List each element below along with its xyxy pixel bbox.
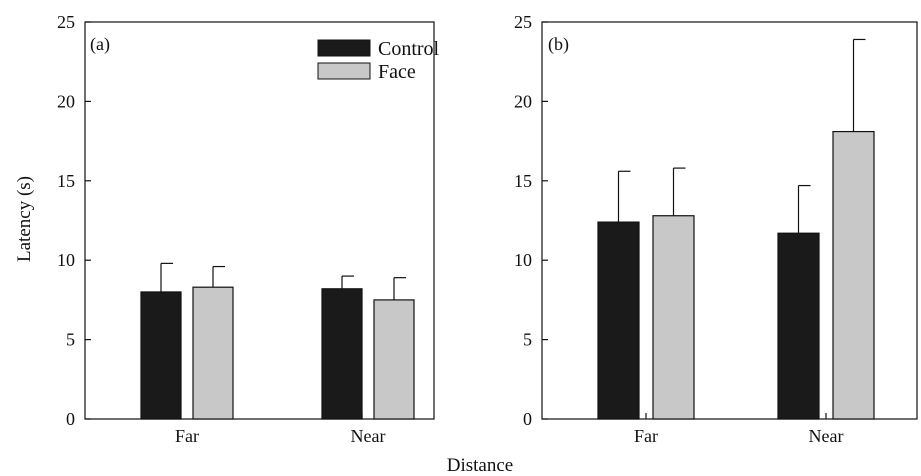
y-axis-title: Latency (s) — [14, 176, 35, 262]
legend-swatch-control — [317, 39, 371, 57]
bar-control-near — [321, 288, 363, 420]
legend-swatch-face — [317, 62, 371, 80]
bar-face-near — [373, 299, 415, 420]
x-axis-title: Distance — [447, 455, 513, 476]
x-tick-label: Near — [351, 426, 386, 446]
y-tick-label: 15 — [57, 171, 75, 191]
y-tick-label: 5 — [523, 330, 532, 350]
panel-a: (a) 0 5 10 15 20 25 Far Near Control Face — [57, 12, 440, 446]
bar-face-near — [832, 130, 875, 420]
y-tick-label: 20 — [514, 91, 532, 111]
y-tick-label: 0 — [523, 409, 532, 429]
y-tick-label: 5 — [66, 330, 75, 350]
bar-face-far — [652, 215, 695, 420]
legend-label-control: Control — [378, 38, 440, 60]
panel-a-label: (a) — [90, 34, 110, 55]
bar-face-far — [192, 286, 234, 420]
x-tick-label: Near — [809, 426, 844, 446]
y-tick-label: 20 — [57, 91, 75, 111]
bar-control-far — [140, 291, 182, 420]
y-tick-label: 10 — [514, 250, 532, 270]
panel-b-frame — [541, 21, 918, 420]
panel-a-frame — [84, 21, 435, 420]
legend-label-face: Face — [378, 61, 416, 83]
x-tick-label: Far — [175, 426, 199, 446]
y-tick-label: 0 — [66, 409, 75, 429]
legend: Control Face — [317, 38, 440, 83]
y-tick-label: 15 — [514, 171, 532, 191]
bar-control-far — [597, 221, 640, 420]
panel-b-label: (b) — [548, 34, 569, 55]
y-tick-label: 10 — [57, 250, 75, 270]
y-tick-label: 25 — [514, 12, 532, 32]
bar-control-near — [777, 232, 820, 420]
x-tick-label: Far — [634, 426, 658, 446]
y-tick-label: 25 — [57, 12, 75, 32]
panel-b: (b) 0 5 10 15 20 25 Far Near — [514, 12, 918, 446]
